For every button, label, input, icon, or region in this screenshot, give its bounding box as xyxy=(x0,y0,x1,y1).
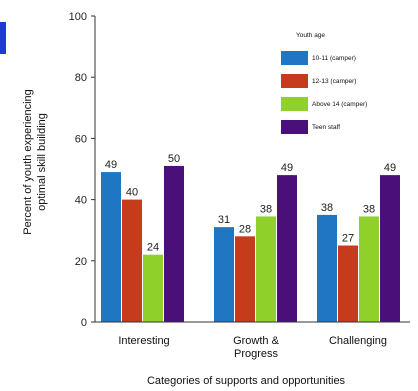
data-label: 27 xyxy=(342,233,354,245)
data-label: 50 xyxy=(168,153,180,165)
data-label: 49 xyxy=(281,162,293,174)
bars xyxy=(101,165,400,322)
legend-label: 10-11 (camper) xyxy=(312,55,356,62)
y-axis-title-line-2: optimal skill building xyxy=(36,113,48,211)
bar-2-2 xyxy=(235,236,255,322)
bar-3-1 xyxy=(143,254,163,322)
legend-title: Youth age xyxy=(296,32,325,39)
data-labels: 49 31 38 40 28 27 24 38 38 50 49 49 xyxy=(105,153,396,254)
y-tick-label: 0 xyxy=(81,317,87,329)
legend-swatch-1 xyxy=(281,51,308,65)
data-label: 38 xyxy=(321,202,333,214)
legend-swatch-2 xyxy=(281,74,308,88)
y-tick-label: 80 xyxy=(75,72,87,84)
legend: Youth age 10-11 (camper) 12-13 (camper) Abo… xyxy=(281,32,367,134)
legend-label: 12-13 (camper) xyxy=(312,78,356,85)
category-label: Interesting xyxy=(118,335,169,347)
bar-1-1 xyxy=(101,172,121,322)
legend-label: Teen staff xyxy=(312,124,340,131)
data-label: 49 xyxy=(105,159,117,171)
data-label: 38 xyxy=(260,203,272,215)
data-label: 49 xyxy=(384,162,396,174)
data-label: 24 xyxy=(147,242,159,254)
data-label: 38 xyxy=(363,203,375,215)
left-blue-strip xyxy=(0,22,6,54)
legend-swatch-4 xyxy=(281,120,308,134)
y-tick-label: 100 xyxy=(69,11,87,23)
bar-2-1 xyxy=(122,199,142,322)
y-tick-label: 60 xyxy=(75,133,87,145)
data-label: 40 xyxy=(126,187,138,199)
bar-1-3 xyxy=(317,214,337,322)
y-ticks: 0 20 40 60 80 100 xyxy=(69,11,95,329)
y-tick-label: 20 xyxy=(75,256,87,268)
y-axis-title-line-1: Percent of youth experiencing xyxy=(22,89,34,235)
legend-swatch-3 xyxy=(281,97,308,111)
bar-3-2 xyxy=(256,216,276,322)
data-label: 31 xyxy=(218,214,230,226)
category-label: Progress xyxy=(234,348,279,360)
category-label: Growth & xyxy=(233,335,280,347)
bar-2-3 xyxy=(338,245,358,322)
x-axis-title: Categories of supports and opportunities xyxy=(147,375,346,387)
y-tick-label: 40 xyxy=(75,195,87,207)
bar-4-2 xyxy=(277,175,297,322)
y-axis-title: Percent of youth experiencing optimal sk… xyxy=(22,89,48,235)
axes xyxy=(94,16,410,323)
category-labels: Interesting Growth &Progress Challenging xyxy=(118,335,387,360)
data-label: 28 xyxy=(239,223,251,235)
bar-1-2 xyxy=(214,227,234,322)
legend-label: Above 14 (camper) xyxy=(312,101,367,108)
category-label: Challenging xyxy=(329,335,387,347)
bar-4-3 xyxy=(380,175,400,322)
bar-3-3 xyxy=(359,216,379,322)
bar-4-1 xyxy=(164,165,184,322)
